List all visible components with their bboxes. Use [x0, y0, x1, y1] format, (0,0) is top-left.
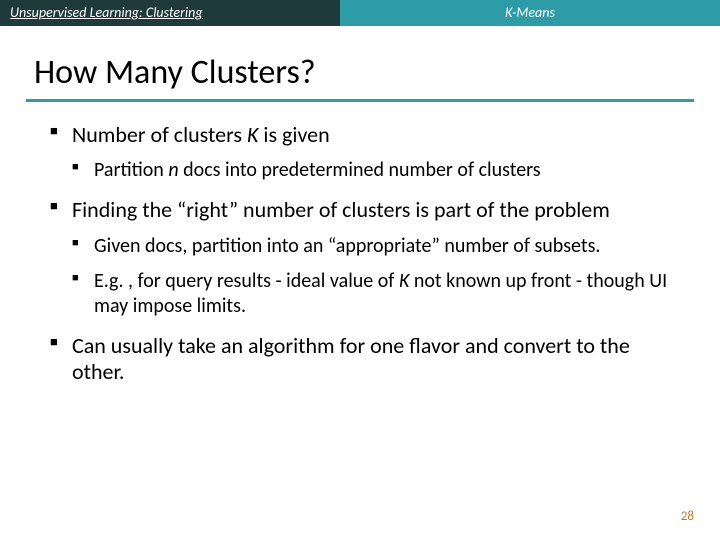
title-underline	[26, 99, 694, 102]
bullet-text: Finding the “right” number of clusters i…	[72, 196, 610, 223]
bullet-text: Number of clusters	[72, 121, 247, 148]
bullet-text: docs into predetermined number of cluste…	[179, 158, 541, 182]
header-right: K-Means	[340, 0, 720, 26]
bullet-italic: K	[399, 269, 409, 293]
page-number: 28	[681, 509, 694, 524]
slide: Unsupervised Learning: Clustering K-Mean…	[0, 0, 720, 540]
bullet-italic: K	[247, 121, 258, 148]
bullet-list: Number of clusters K is given Partition …	[50, 122, 680, 386]
list-item: Number of clusters K is given Partition …	[50, 122, 680, 183]
sub-bullet-list: Partition n docs into predetermined numb…	[72, 158, 680, 183]
list-item: Finding the “right” number of clusters i…	[50, 197, 680, 318]
slide-title: How Many Clusters?	[34, 52, 720, 93]
header-bar: Unsupervised Learning: Clustering K-Mean…	[0, 0, 720, 26]
bullet-text: E.g. , for query results - ideal value o…	[94, 269, 399, 293]
bullet-text: Partition	[94, 158, 168, 182]
list-item: Can usually take an algorithm for one fl…	[50, 333, 680, 386]
header-left: Unsupervised Learning: Clustering	[0, 0, 340, 26]
list-item: E.g. , for query results - ideal value o…	[72, 269, 680, 319]
bullet-italic: n	[168, 158, 178, 182]
sub-bullet-list: Given docs, partition into an “appropria…	[72, 234, 680, 319]
list-item: Given docs, partition into an “appropria…	[72, 234, 680, 259]
bullet-text: Given docs, partition into an “appropria…	[94, 234, 600, 258]
content-area: Number of clusters K is given Partition …	[50, 122, 680, 386]
bullet-text: is given	[258, 121, 329, 148]
bullet-text: Can usually take an algorithm for one fl…	[72, 332, 630, 385]
list-item: Partition n docs into predetermined numb…	[72, 158, 680, 183]
